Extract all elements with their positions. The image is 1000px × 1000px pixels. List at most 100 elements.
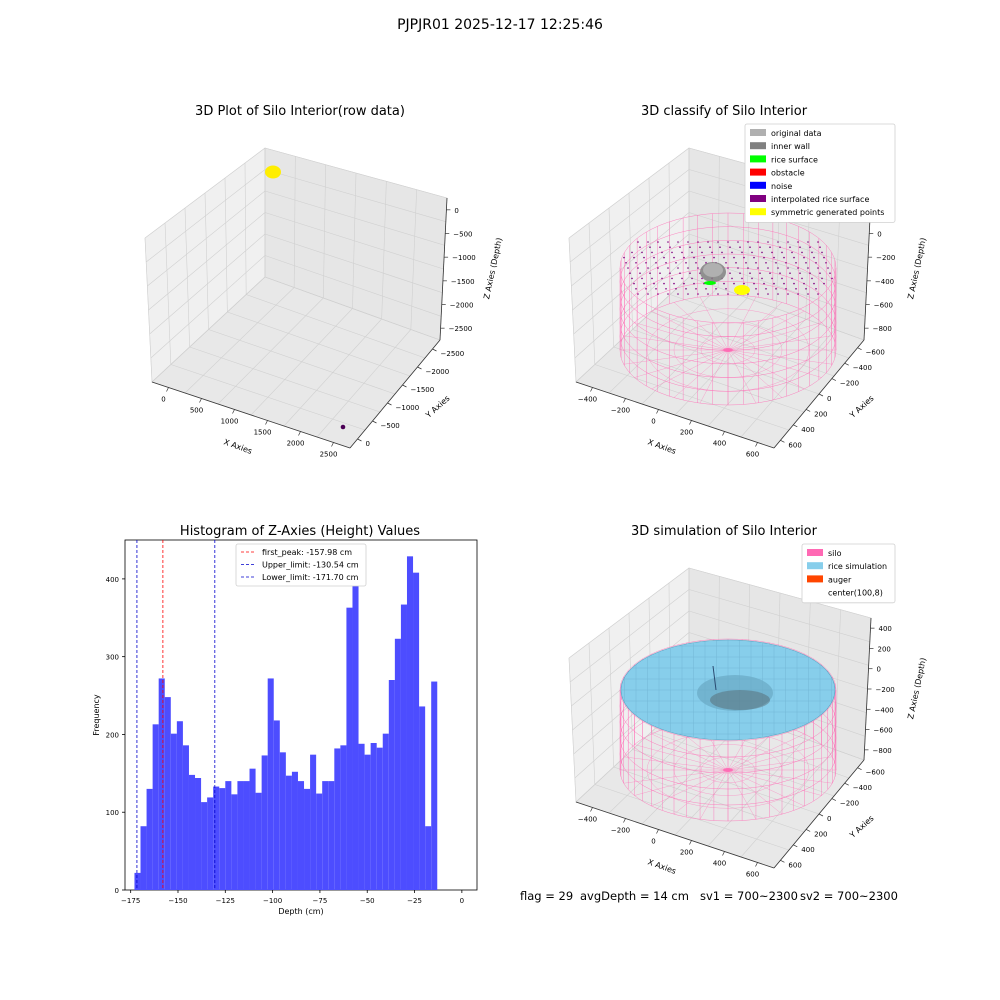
p1-y-tick xyxy=(372,420,377,424)
p3-hist-bar xyxy=(388,680,395,890)
p2-legend-swatch xyxy=(750,168,766,176)
p2-interp-point xyxy=(739,272,741,275)
p2-interp-point xyxy=(667,293,669,295)
p4-y-axis-label: Y Axies xyxy=(847,814,875,841)
p4-x-tick-label: 200 xyxy=(680,849,693,857)
p2-y-tick-label: 400 xyxy=(801,426,814,434)
p2-interp-point xyxy=(705,262,707,264)
p2-interp-point xyxy=(733,282,735,285)
p2-interp-point xyxy=(783,256,785,259)
figure-title: PJPJR01 2025-12-17 12:25:46 xyxy=(397,17,603,33)
p1-grid xyxy=(246,294,426,359)
p2-y-tick-label: −400 xyxy=(853,364,872,372)
p4-x-tick xyxy=(755,862,758,867)
p2-interp-point xyxy=(647,293,649,295)
p2-interp-point xyxy=(747,293,749,295)
p2-interp-point xyxy=(777,267,779,269)
p2-grid xyxy=(670,294,850,359)
p2-silo-base-ring xyxy=(646,308,810,392)
p4-x-tick xyxy=(722,851,725,856)
p2-interp-point xyxy=(769,246,771,248)
p2-interp-point xyxy=(773,256,775,259)
p2-interp-point xyxy=(775,262,777,264)
p2-interp-point xyxy=(751,251,753,254)
p4-legend-box xyxy=(801,543,896,604)
p2-interp-point xyxy=(717,241,719,243)
p2-interp-point xyxy=(729,272,731,275)
p2-interp-point xyxy=(657,293,659,295)
p2-y-tick xyxy=(818,393,824,397)
p2-interp-point xyxy=(635,262,637,264)
p2-interp-point xyxy=(747,267,749,269)
p2-interp-point xyxy=(667,267,669,269)
p2-interp-point xyxy=(647,267,649,269)
p2-interp-point xyxy=(793,282,795,285)
p2-y-tick xyxy=(793,424,798,428)
p2-y-tick xyxy=(831,378,837,381)
p2-interp-point xyxy=(675,262,677,264)
p2-interp-point xyxy=(797,267,799,269)
p2-interp-point xyxy=(633,256,635,259)
p2-interp-point xyxy=(699,246,701,248)
p2-interp-point xyxy=(711,251,713,254)
p3-hist-bar xyxy=(255,792,262,890)
p2-interp-point xyxy=(689,272,691,275)
p2-interp-point xyxy=(683,282,685,285)
p4-grid xyxy=(688,589,870,642)
p2-interp-point xyxy=(767,293,769,295)
p2-interp-point xyxy=(641,251,643,254)
p1-y-tick-label: −2500 xyxy=(441,350,465,358)
p3-hist-bar xyxy=(249,768,256,890)
p3-hist-bar xyxy=(334,748,341,890)
p2-x-tick xyxy=(656,409,659,414)
p1-x-tick-label: 2000 xyxy=(287,440,305,448)
p1-x-tick-label: 0 xyxy=(161,396,165,404)
p2-interp-point xyxy=(645,262,647,264)
p2-interp-point xyxy=(655,288,657,290)
p2-interp-point xyxy=(823,282,825,285)
p2-legend-label: inner wall xyxy=(771,142,810,151)
p3-hist-bar xyxy=(152,724,159,890)
p1-x-axis-label: X Axies xyxy=(222,437,253,456)
p3-hist-bar xyxy=(279,752,286,890)
p2-interp-point xyxy=(643,256,645,259)
p2-interp-point xyxy=(757,241,759,243)
p2-interp-point xyxy=(751,277,753,280)
p1-y-axis-label: Y Axies xyxy=(423,394,451,421)
p2-interp-point xyxy=(727,293,729,295)
p3-x-tick-label: −25 xyxy=(407,897,422,905)
p2-interp-point xyxy=(727,241,729,243)
p1-z-tick-label: −500 xyxy=(453,231,472,239)
p1-y-tick xyxy=(357,438,362,442)
p3-hist-bar xyxy=(164,697,171,890)
p2-interp-point xyxy=(663,256,665,259)
p2-interp-point xyxy=(719,246,721,248)
p2-interp-point xyxy=(735,262,737,264)
p2-interp-point xyxy=(671,251,673,254)
p2-interp-point xyxy=(731,251,733,254)
p2-interp-point xyxy=(627,267,629,269)
p4-grid xyxy=(568,567,690,659)
p1-x-tick-label: 1500 xyxy=(254,429,272,437)
p2-interp-point xyxy=(663,282,665,285)
p2-legend-swatch xyxy=(750,142,766,150)
p2-z-tick-label: −800 xyxy=(873,325,892,333)
p4-y-tick xyxy=(780,859,785,863)
p2-x-tick xyxy=(623,398,626,403)
p3-x-tick-label: −75 xyxy=(313,897,328,905)
p4-auger xyxy=(712,665,717,691)
p2-interp-point xyxy=(797,293,799,295)
p2-x-tick xyxy=(722,431,725,436)
p2-interp-point xyxy=(755,288,757,290)
status-avg-depth: avgDepth = 14 cm xyxy=(580,889,689,903)
p4-legend-label: rice simulation xyxy=(828,562,887,571)
p3-hist-bar xyxy=(243,781,250,890)
p2-interp-point xyxy=(623,256,625,259)
p2-interp-point xyxy=(795,262,797,264)
p2-interp-point xyxy=(635,288,637,290)
p2-y-tick-label: 600 xyxy=(788,441,801,449)
p1-z-axis-line xyxy=(439,197,448,341)
p4-y-tick-label: 600 xyxy=(788,861,801,869)
p1-point-cluster xyxy=(265,165,281,179)
p1-x-tick xyxy=(331,442,334,447)
